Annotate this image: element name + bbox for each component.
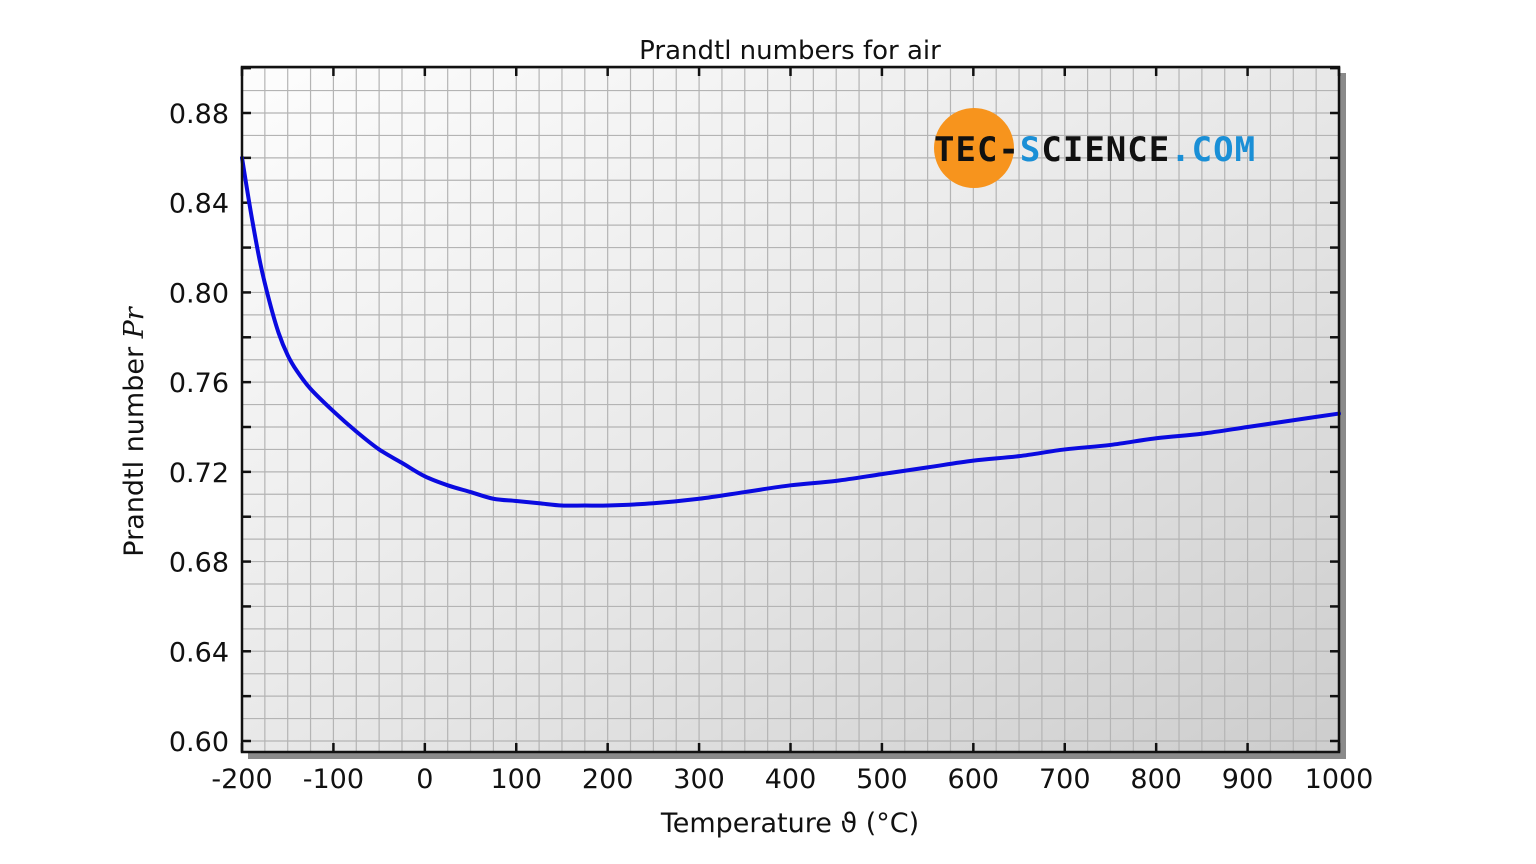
x-tick-label: -200 [211, 764, 272, 795]
y-tick-label: 0.84 [169, 189, 229, 220]
logo-part-com: .COM [1170, 130, 1256, 170]
x-tick-label: 200 [582, 764, 634, 795]
y-axis-label: Prandtl number Pr [119, 305, 150, 557]
x-tick-label: 1000 [1305, 764, 1374, 795]
x-tick-label: 900 [1222, 764, 1274, 795]
data-line-pr [240, 155, 1341, 508]
x-tick-labels: -200 -100 0 100 200 300 400 500 600 700 800 900 1000 [211, 764, 1373, 795]
x-tick-label: 400 [765, 764, 817, 795]
x-tick-label: 500 [856, 764, 908, 795]
y-tick-label: 0.76 [169, 368, 229, 399]
plot-frame [240, 65, 1341, 754]
x-tick-label: -100 [303, 764, 364, 795]
y-tick-label: 0.64 [169, 637, 229, 668]
logo-text: TEC-SCIENCE.COM [934, 130, 1256, 170]
x-axis-label: Temperature ϑ (°C) [660, 808, 919, 839]
y-tick-labels: 0.60 0.64 0.68 0.72 0.76 0.80 0.84 0.88 [169, 99, 229, 758]
y-tick-label: 0.72 [169, 458, 229, 489]
y-axis-label-symbol: Pr [119, 305, 150, 339]
x-tick-label: 300 [673, 764, 725, 795]
logo-part-tec: TEC- [934, 130, 1020, 170]
y-tick-label: 0.80 [169, 278, 229, 309]
y-tick-label: 0.88 [169, 99, 229, 130]
chart-title: Prandtl numbers for air [639, 36, 941, 66]
x-tick-label: 800 [1130, 764, 1182, 795]
logo-part-cience: CIENCE [1041, 130, 1170, 170]
logo-circle-icon [934, 108, 1014, 188]
x-tick-label: 600 [948, 764, 1000, 795]
x-tick-label: 700 [1039, 764, 1091, 795]
y-tick-label: 0.60 [169, 727, 229, 758]
y-axis-label-text: Prandtl number [119, 338, 150, 556]
tec-science-logo: TEC-SCIENCE.COM [934, 108, 1256, 188]
y-tick-label: 0.68 [169, 548, 229, 579]
x-tick-label: 100 [490, 764, 542, 795]
logo-part-s: S [1020, 130, 1041, 170]
x-tick-label: 0 [416, 764, 433, 795]
